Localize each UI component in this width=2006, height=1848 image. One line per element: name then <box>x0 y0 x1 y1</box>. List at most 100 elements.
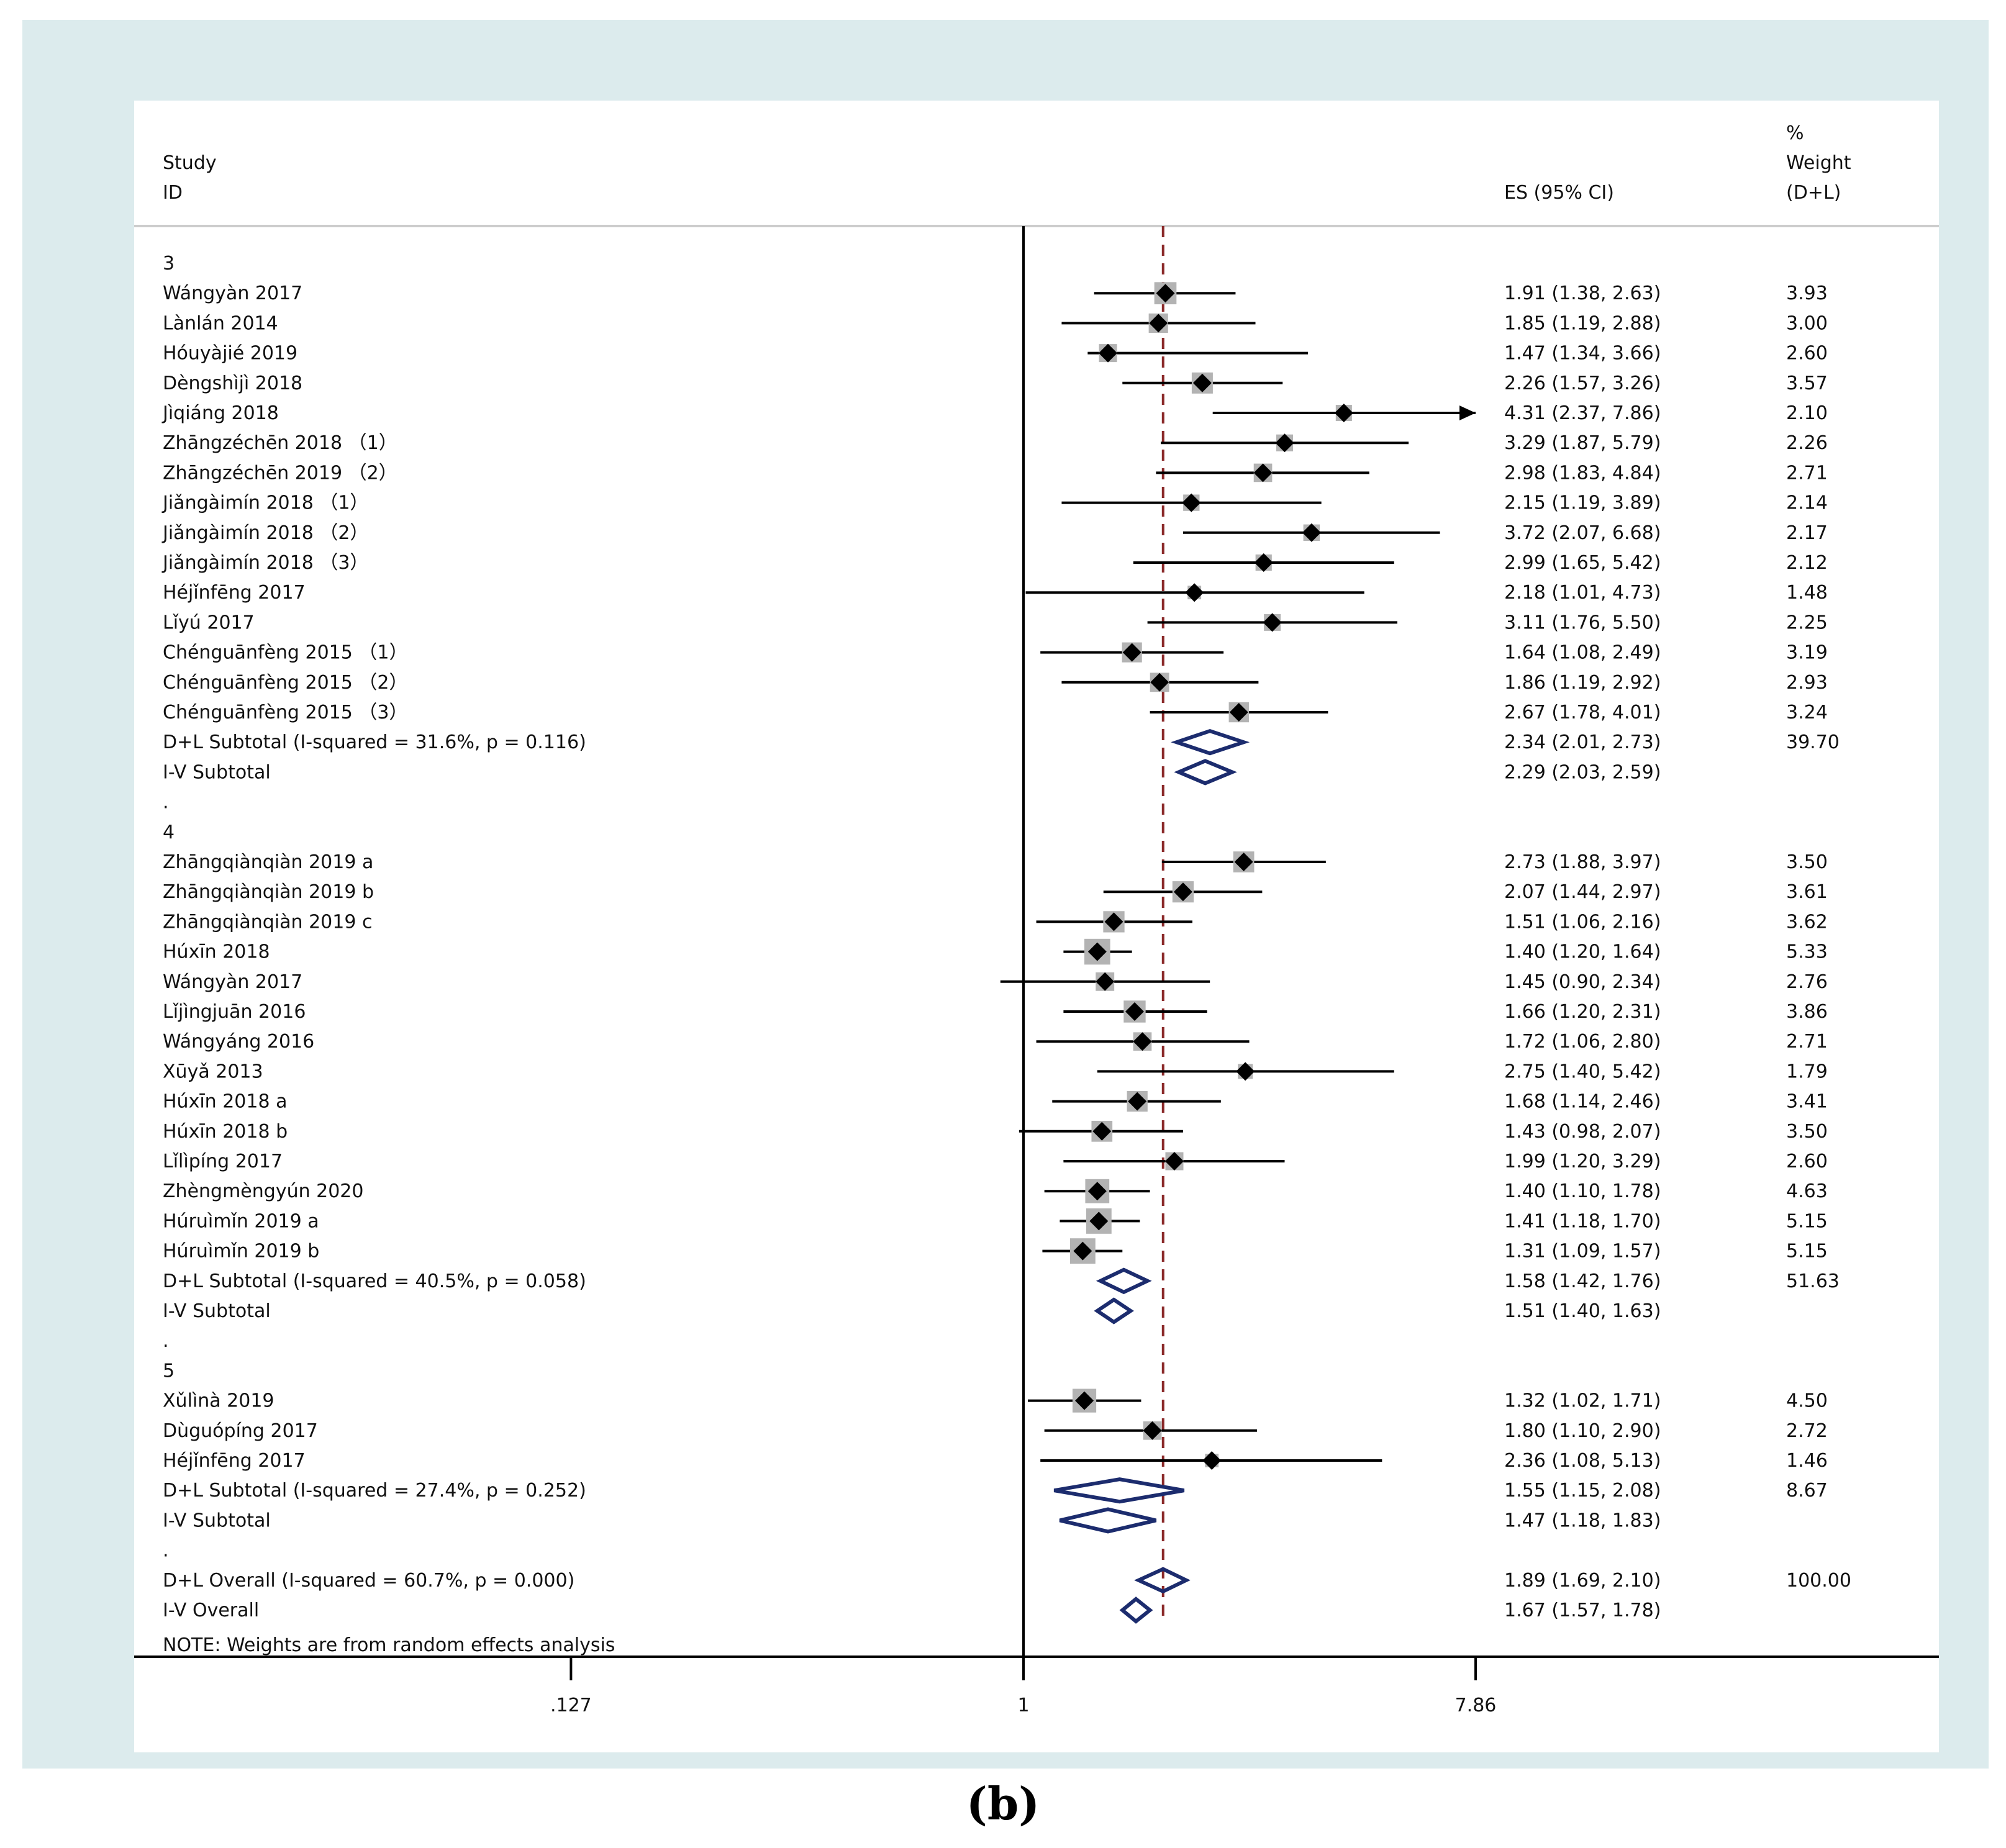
point-estimate <box>1133 1032 1152 1051</box>
weight-text: 3.24 <box>1786 702 1828 723</box>
effect-size-text: 2.36 (1.08, 5.13) <box>1504 1450 1661 1472</box>
row-label: Húxīn 2018 a <box>163 1091 287 1113</box>
row-label: . <box>163 792 169 813</box>
row-label: . <box>163 1540 169 1562</box>
row-label: Lǐjìngjuān 2016 <box>163 1001 306 1023</box>
weight-text: 3.62 <box>1786 911 1828 933</box>
point-estimate <box>1185 583 1204 602</box>
weight-text: 2.60 <box>1786 343 1828 365</box>
row-label: Wángyàn 2017 <box>163 971 302 993</box>
point-estimate <box>1192 373 1212 392</box>
row-label: Húxīn 2018 <box>163 941 270 963</box>
weight-text: 1.79 <box>1786 1061 1828 1082</box>
row-label: Héjǐnfēng 2017 <box>163 1450 306 1472</box>
effect-size-text: 2.15 (1.19, 3.89) <box>1504 492 1661 514</box>
weight-text: 2.10 <box>1786 402 1828 424</box>
point-estimate <box>1096 972 1115 991</box>
panel-label-text: (b) <box>966 1777 1040 1830</box>
weight-text: 2.14 <box>1786 492 1828 514</box>
x-tick-label: .127 <box>550 1695 592 1716</box>
point-estimate <box>1164 1152 1184 1171</box>
weight-text: 2.60 <box>1786 1151 1828 1172</box>
effect-size-text: 1.55 (1.15, 2.08) <box>1504 1480 1661 1502</box>
row-label: Húxīn 2018 b <box>163 1121 288 1143</box>
row-subtotal-dl: D+L Subtotal (I-squared = 27.4%, p = 0.2… <box>163 1477 1828 1504</box>
weight-text: 5.33 <box>1786 941 1828 963</box>
weight-text: 3.61 <box>1786 881 1828 903</box>
row-study: Wángyàn 2017 1.45 (0.90, 2.34) 2.76 <box>163 971 1828 993</box>
row-subtotal-dl: D+L Subtotal (I-squared = 31.6%, p = 0.1… <box>163 729 1840 756</box>
pooled-diamond <box>1171 729 1250 756</box>
row-study: Lànlán 2014 1.85 (1.19, 2.88) 3.00 <box>163 312 1828 334</box>
header-es: ES (95% CI) <box>1504 182 1614 204</box>
point-estimate <box>1150 673 1169 692</box>
row-study: Dèngshìjì 2018 2.26 (1.57, 3.26) 3.57 <box>163 372 1828 394</box>
point-estimate <box>1087 942 1107 961</box>
row-label: Wángyàn 2017 <box>163 283 302 304</box>
x-axis-ticks: .127 1 7.86 <box>550 1657 1496 1716</box>
effect-size-text: 1.32 (1.02, 1.71) <box>1504 1390 1661 1412</box>
row-label: Jìqiáng 2018 <box>161 402 279 424</box>
weight-text: 1.46 <box>1786 1450 1828 1472</box>
row-label: I-V Overall <box>163 1600 259 1621</box>
header-weight-pct: % <box>1786 122 1804 144</box>
row-study: Húxīn 2018 a 1.68 (1.14, 2.46) 3.41 <box>163 1091 1828 1113</box>
effect-size-text: 2.99 (1.65, 5.42) <box>1504 552 1661 574</box>
x-tick-label: 1 <box>1017 1695 1029 1716</box>
row-label: I-V Subtotal <box>163 1510 271 1531</box>
weight-text: 51.63 <box>1786 1270 1840 1292</box>
row-label: Chénguānfèng 2015 （3） <box>163 702 407 723</box>
effect-size-text: 1.47 (1.34, 3.66) <box>1504 343 1661 365</box>
row-study: Lǐjìngjuān 2016 1.66 (1.20, 2.31) 3.86 <box>163 1000 1828 1023</box>
row-study: Zhāngqiànqiàn 2019 c 1.51 (1.06, 2.16) 3.6… <box>163 911 1828 933</box>
effect-size-text: 1.91 (1.38, 2.63) <box>1504 283 1661 304</box>
point-estimate <box>1128 1092 1147 1111</box>
effect-size-text: 1.99 (1.20, 3.29) <box>1504 1151 1661 1172</box>
row-label: Lǐyú 2017 <box>163 612 255 633</box>
weight-text: 2.93 <box>1786 672 1828 694</box>
weight-text: 2.71 <box>1786 462 1828 484</box>
row-study: Wángyàn 2017 1.91 (1.38, 2.63) 3.93 <box>163 282 1828 304</box>
pooled-diamond <box>1059 1507 1157 1534</box>
weight-text: 3.50 <box>1786 851 1828 873</box>
point-estimate <box>1173 882 1192 902</box>
row-study: Chénguānfèng 2015 （3） 2.67 (1.78, 4.01) 3.… <box>163 702 1828 723</box>
weight-text: 3.93 <box>1786 283 1828 304</box>
point-estimate <box>1087 1182 1107 1201</box>
row-study: Jiǎngàimín 2018 （2） 3.72 (2.07, 6.68) 2.17 <box>161 522 1828 544</box>
header-study: Study <box>163 152 217 174</box>
point-estimate <box>1236 1062 1255 1081</box>
effect-size-text: 1.86 (1.19, 2.92) <box>1504 672 1661 694</box>
effect-size-text: 1.58 (1.42, 1.76) <box>1504 1270 1661 1292</box>
row-study: Jiǎngàimín 2018 （1） 2.15 (1.19, 3.89) 2.14 <box>161 492 1828 514</box>
pooled-diamond <box>1119 1597 1153 1624</box>
row-study: Zhāngzéchēn 2018 （1） 3.29 (1.87, 5.79) 2.2… <box>163 432 1828 454</box>
row-label: Zhāngqiànqiàn 2019 a <box>163 851 373 873</box>
effect-size-text: 4.31 (2.37, 7.86) <box>1504 402 1661 424</box>
row-study: Húruìmǐn 2019 a 1.41 (1.18, 1.70) 5.15 <box>163 1208 1828 1234</box>
row-dot: . <box>163 1330 169 1352</box>
effect-size-text: 2.18 (1.01, 4.73) <box>1504 582 1661 604</box>
row-label: Jiǎngàimín 2018 （1） <box>161 492 368 514</box>
row-study: Héjǐnfēng 2017 2.18 (1.01, 4.73) 1.48 <box>163 582 1828 604</box>
effect-size-text: 1.66 (1.20, 2.31) <box>1504 1001 1661 1023</box>
row-label: Zhāngqiànqiàn 2019 c <box>163 911 372 933</box>
row-label: Zhāngqiànqiàn 2019 b <box>163 881 374 903</box>
forest-plot-area: Study ID ES (95% CI) % Weight (D+L) 3 Wán… <box>134 101 1939 1752</box>
row-study: Zhāngqiànqiàn 2019 a 2.73 (1.88, 3.97) 3.5… <box>163 851 1828 873</box>
effect-size-text: 3.29 (1.87, 5.79) <box>1504 432 1661 454</box>
effect-size-text: 2.75 (1.40, 5.42) <box>1504 1061 1661 1082</box>
weight-text: 4.50 <box>1786 1390 1828 1412</box>
row-study: Chénguānfèng 2015 （2） 1.86 (1.19, 2.92) 2.… <box>163 672 1828 694</box>
row-group: 3 <box>163 253 175 274</box>
row-label: Xǔlìnà 2019 <box>163 1390 275 1412</box>
row-label: Zhāngzéchēn 2018 （1） <box>163 432 397 454</box>
row-overall-iv: I-V Overall 1.67 (1.57, 1.78) <box>163 1597 1661 1624</box>
weight-text: 8.67 <box>1786 1480 1828 1502</box>
ci-arrow <box>1459 405 1476 420</box>
row-study: Wángyáng 2016 1.72 (1.06, 2.80) 2.71 <box>163 1031 1828 1053</box>
pooled-diamond <box>1053 1477 1185 1504</box>
row-label: D+L Subtotal (I-squared = 40.5%, p = 0.0… <box>163 1270 586 1292</box>
row-label: Xūyǎ 2013 <box>163 1061 263 1082</box>
weight-text: 39.70 <box>1786 732 1840 753</box>
